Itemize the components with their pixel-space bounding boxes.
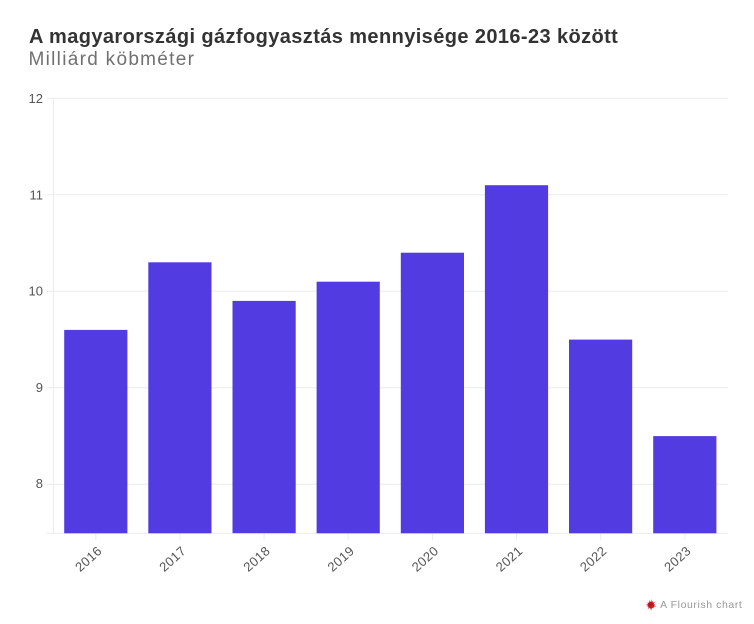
- svg-text:2016: 2016: [72, 543, 105, 575]
- svg-text:9: 9: [36, 380, 43, 395]
- svg-text:2023: 2023: [661, 543, 694, 575]
- svg-text:2018: 2018: [240, 543, 273, 575]
- svg-text:2017: 2017: [156, 543, 189, 575]
- svg-text:2020: 2020: [409, 543, 442, 575]
- svg-text:10: 10: [29, 284, 43, 299]
- svg-text:8: 8: [36, 476, 43, 491]
- svg-text:12: 12: [29, 91, 43, 106]
- svg-text:2022: 2022: [577, 543, 610, 575]
- svg-text:2019: 2019: [324, 543, 357, 575]
- svg-text:2021: 2021: [493, 543, 526, 575]
- svg-text:11: 11: [30, 187, 44, 202]
